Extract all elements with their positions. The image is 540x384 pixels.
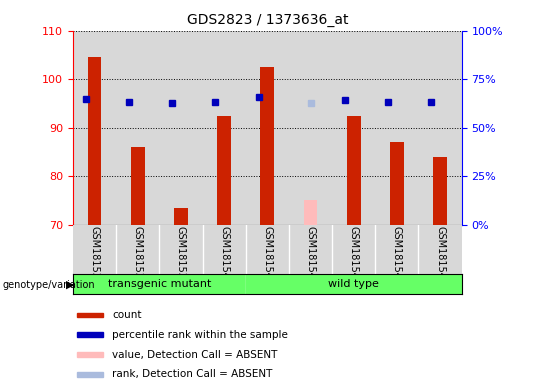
Bar — [78, 352, 103, 357]
Bar — [390, 142, 404, 225]
Text: GSM181537: GSM181537 — [90, 226, 99, 285]
Bar — [73, 274, 246, 294]
Bar — [217, 116, 231, 225]
Bar — [159, 225, 202, 275]
Text: GSM181541: GSM181541 — [262, 226, 272, 285]
Text: rank, Detection Call = ABSENT: rank, Detection Call = ABSENT — [112, 369, 272, 379]
Bar — [73, 31, 116, 225]
Bar — [303, 200, 318, 225]
Bar — [174, 208, 188, 225]
Bar — [73, 225, 116, 275]
Bar — [78, 372, 103, 377]
Text: count: count — [112, 310, 141, 320]
Bar — [418, 31, 462, 225]
Bar — [78, 333, 103, 337]
Text: GSM181543: GSM181543 — [349, 226, 359, 285]
Bar — [202, 225, 246, 275]
Bar — [260, 67, 274, 225]
Bar — [159, 31, 202, 225]
Text: GSM181545: GSM181545 — [435, 226, 445, 285]
Bar — [202, 31, 246, 225]
Text: GSM181540: GSM181540 — [219, 226, 229, 285]
Text: wild type: wild type — [328, 279, 379, 289]
Bar — [246, 274, 462, 294]
Text: ▶: ▶ — [66, 280, 75, 290]
Bar — [375, 225, 418, 275]
Text: GSM181542: GSM181542 — [306, 226, 315, 285]
Bar — [289, 225, 332, 275]
Text: transgenic mutant: transgenic mutant — [107, 279, 211, 289]
Bar — [246, 31, 289, 225]
Text: value, Detection Call = ABSENT: value, Detection Call = ABSENT — [112, 349, 278, 360]
Bar — [347, 116, 361, 225]
Bar — [87, 57, 102, 225]
Bar — [332, 225, 375, 275]
Bar — [116, 31, 159, 225]
Title: GDS2823 / 1373636_at: GDS2823 / 1373636_at — [186, 13, 348, 27]
Bar — [289, 31, 332, 225]
Text: genotype/variation: genotype/variation — [3, 280, 96, 290]
Bar — [116, 225, 159, 275]
Bar — [418, 225, 462, 275]
Bar — [131, 147, 145, 225]
Bar — [332, 31, 375, 225]
Bar — [375, 31, 418, 225]
Text: GSM181538: GSM181538 — [133, 226, 143, 285]
Text: GSM181539: GSM181539 — [176, 226, 186, 285]
Text: GSM181544: GSM181544 — [392, 226, 402, 285]
Bar — [246, 225, 289, 275]
Bar — [78, 313, 103, 317]
Text: percentile rank within the sample: percentile rank within the sample — [112, 330, 288, 340]
Bar — [433, 157, 447, 225]
